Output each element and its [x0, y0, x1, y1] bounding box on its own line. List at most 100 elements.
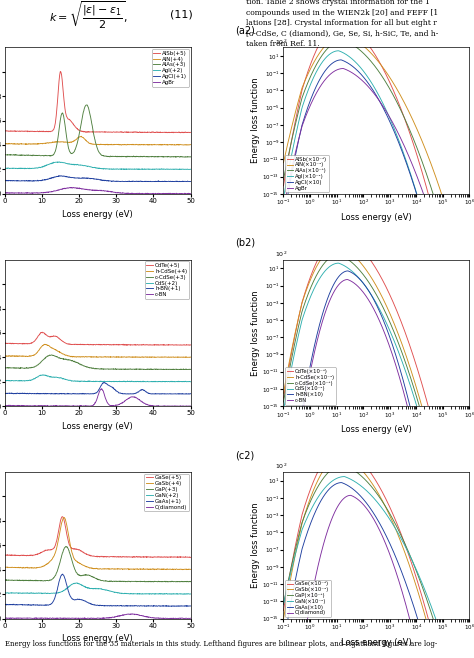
- GaN(+2): [86, 584, 92, 592]
- h-CdSe(+4): [42, 340, 47, 348]
- AlN(×10⁻⁴): [466, 276, 472, 284]
- AlAs(+3): [86, 107, 92, 114]
- Line: c-BN: c-BN: [283, 280, 469, 492]
- AlSb(+5): [112, 128, 118, 136]
- GaN(×10⁻²): [281, 601, 286, 609]
- GaAs(×10): [281, 640, 286, 648]
- AgI(×10⁻²): [339, 49, 345, 57]
- Text: (11): (11): [170, 10, 192, 20]
- AlN(×10⁻⁴): [281, 159, 286, 166]
- AlN(+4): [112, 140, 118, 148]
- AgCl(×10): [466, 276, 472, 284]
- GaSe(×10⁻⁵): [333, 445, 338, 453]
- AgCl(+1): [127, 178, 132, 186]
- GaP(+3): [86, 572, 92, 580]
- GaN(+2): [112, 589, 118, 597]
- GaP(×10⁻³): [403, 542, 409, 549]
- CdS(+2): [35, 373, 40, 381]
- C(diamond): [86, 615, 92, 622]
- AgBr: [126, 190, 132, 197]
- AgBr: [50, 188, 55, 195]
- GaN(+2): [188, 590, 193, 598]
- c-BN: [426, 488, 431, 496]
- GaAs(×10): [338, 478, 344, 486]
- CdS(×10⁻²): [448, 488, 454, 496]
- h-CdSe(×10⁻⁴): [326, 246, 332, 254]
- h-CdSe(×10⁻⁴): [448, 488, 454, 496]
- AlSb(×10⁻⁵): [333, 20, 338, 28]
- Text: $k = \sqrt{\dfrac{|\varepsilon| - \varepsilon_1}{2}},$: $k = \sqrt{\dfrac{|\varepsilon| - \varep…: [49, 0, 128, 31]
- c-CdSe(×10⁻³): [333, 251, 338, 259]
- GaSb(+4): [112, 565, 118, 572]
- h-BN(×10): [426, 486, 431, 494]
- C(diamond): [326, 522, 332, 530]
- GaN(+2): [73, 579, 79, 587]
- C(diamond): [35, 614, 41, 622]
- h-CdSe(+4): [124, 353, 129, 361]
- h-BN(+1): [50, 390, 55, 397]
- AlAs(×10⁻³): [340, 36, 346, 44]
- c-BN: [86, 402, 92, 410]
- GaSb(+4): [62, 514, 67, 522]
- X-axis label: Loss energy (eV): Loss energy (eV): [62, 634, 133, 644]
- Line: CdTe(×10⁻⁵): CdTe(×10⁻⁵): [283, 235, 469, 492]
- c-BN: [333, 285, 338, 293]
- GaP(+3): [50, 575, 55, 583]
- GaSb(+4): [188, 565, 193, 573]
- Line: h-CdSe(×10⁻⁴): h-CdSe(×10⁻⁴): [283, 246, 469, 492]
- CdTe(+5): [188, 341, 193, 349]
- AgBr: [142, 190, 148, 197]
- CdTe(×10⁻⁵): [326, 238, 332, 246]
- GaSb(×10⁻⁴): [339, 452, 345, 460]
- AlSb(+5): [188, 128, 193, 136]
- AlN(×10⁻⁴): [403, 101, 409, 109]
- Line: AlSb(×10⁻⁵): AlSb(×10⁻⁵): [283, 22, 469, 280]
- c-CdSe(×10⁻³): [426, 434, 431, 442]
- Line: AlN(+4): AlN(+4): [5, 136, 191, 145]
- GaN(×10⁻²): [326, 480, 332, 488]
- GaSb(×10⁻⁴): [333, 453, 338, 461]
- AgI(+2): [86, 163, 92, 170]
- CdTe(×10⁻⁵): [447, 488, 452, 496]
- Text: Energy loss functions for the 35 materials in this study. Lefthand figures are b: Energy loss functions for the 35 materia…: [5, 640, 437, 648]
- AgBr: [447, 276, 453, 284]
- Legend: AlSb(+5), AlN(+4), AlAs(+3), AgI(+2), AgCl(+1), AgBr: AlSb(+5), AlN(+4), AlAs(+3), AgI(+2), Ag…: [152, 49, 189, 86]
- AgI(×10⁻²): [437, 276, 443, 284]
- AgBr: [403, 145, 409, 153]
- AlAs(×10⁻³): [281, 176, 286, 184]
- AlN(+4): [35, 140, 40, 148]
- CdTe(+5): [112, 341, 118, 349]
- AgI(×10⁻²): [333, 47, 338, 55]
- Line: GaSb(×10⁻⁴): GaSb(×10⁻⁴): [283, 456, 469, 658]
- c-BN: [35, 402, 41, 410]
- AgI(+2): [127, 165, 132, 173]
- GaSb(+4): [35, 564, 40, 572]
- AgBr: [333, 66, 338, 74]
- c-CdSe(×10⁻³): [466, 488, 472, 496]
- AgCl(×10): [426, 230, 431, 238]
- AgBr: [69, 184, 74, 191]
- CdS(×10⁻²): [339, 261, 345, 268]
- c-CdSe(+3): [112, 365, 118, 373]
- GaAs(×10): [326, 486, 332, 494]
- Line: CdS(×10⁻²): CdS(×10⁻²): [283, 263, 469, 492]
- GaSe(+5): [112, 553, 118, 561]
- h-BN(×10): [281, 488, 286, 496]
- h-CdSe(×10⁻⁴): [333, 242, 338, 250]
- c-BN: [21, 402, 27, 410]
- GaP(+3): [151, 578, 156, 586]
- AgCl(×10): [437, 276, 443, 284]
- h-BN(+1): [188, 390, 193, 397]
- AgCl(+1): [142, 178, 148, 186]
- AgI(×10⁻²): [426, 231, 431, 239]
- X-axis label: Loss energy (eV): Loss energy (eV): [341, 213, 412, 222]
- c-BN: [466, 488, 472, 496]
- AlSb(+5): [142, 128, 148, 136]
- AgI(+2): [188, 165, 193, 173]
- AgI(+2): [142, 165, 148, 173]
- Y-axis label: Energy loss function: Energy loss function: [251, 503, 260, 588]
- C(diamond): [403, 600, 409, 608]
- CdS(+2): [87, 377, 92, 385]
- h-CdSe(+4): [188, 353, 193, 361]
- c-CdSe(×10⁻³): [281, 398, 286, 406]
